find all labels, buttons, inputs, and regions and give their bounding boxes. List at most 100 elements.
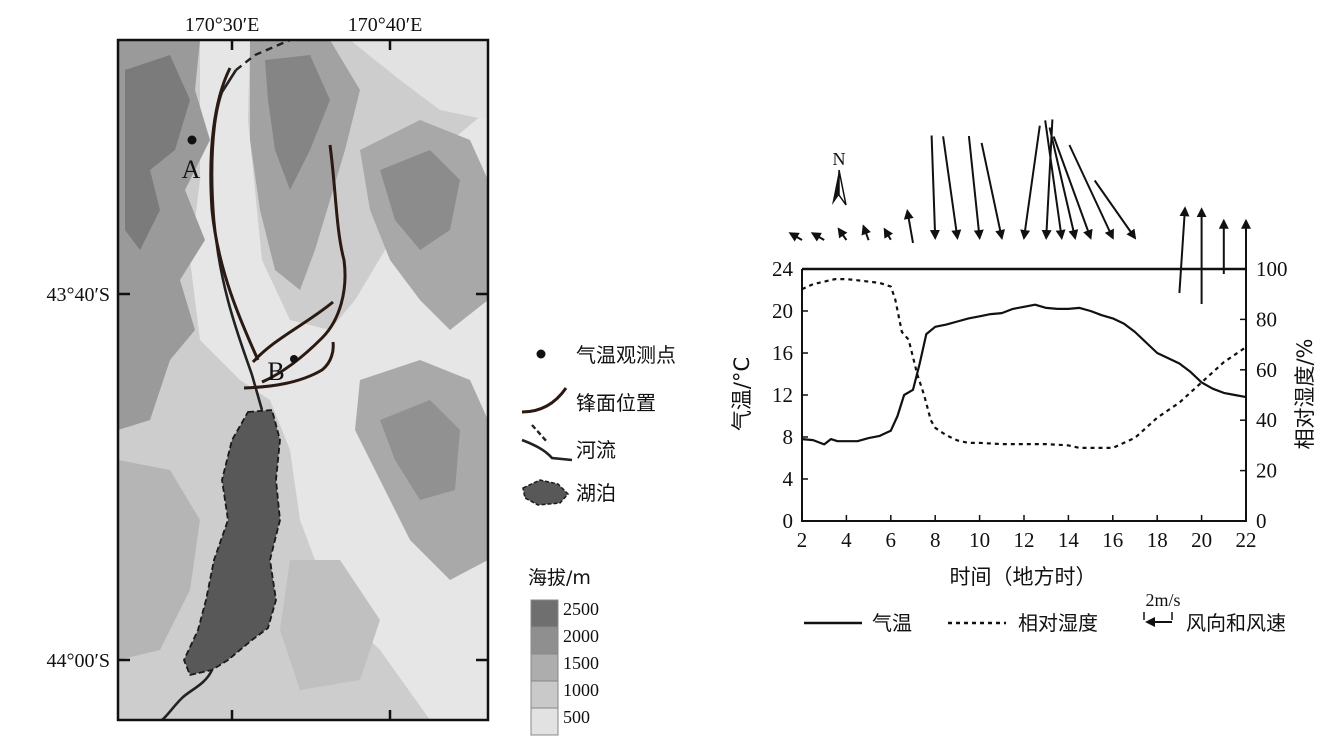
wind-arrow-icon	[1093, 179, 1137, 240]
y-right-tick-label: 100	[1256, 257, 1288, 281]
terrain-map: 170°30′E 170°40′E 43°40′S 44°00′S A B	[47, 14, 490, 722]
lat-label-2: 44°00′S	[47, 650, 111, 672]
elevation-swatch-2500	[530, 599, 559, 628]
wind-arrow-icon	[861, 224, 871, 241]
y-right-tick-label: 80	[1256, 307, 1277, 331]
elevation-swatch-500	[530, 707, 559, 736]
y-left-tick-label: 20	[772, 299, 793, 323]
mountain-west-dark	[125, 55, 190, 250]
temperature-line	[801, 303, 1247, 446]
wind-arrow-icon	[1048, 127, 1079, 240]
mountain-southwest	[118, 460, 200, 660]
legend-lake-icon	[522, 479, 570, 506]
wind-scale-bracket	[1143, 612, 1173, 620]
x-tick-label: 6	[886, 528, 897, 552]
river-outlet	[161, 669, 214, 720]
y-left-tick-label: 0	[783, 509, 794, 533]
wind-arrow-icon	[929, 135, 940, 240]
river-north-dashed	[235, 40, 291, 71]
station-b-label: B	[267, 357, 284, 386]
chart-axes: 2 4 6 8 10 12 14 16 18 20 220481216202402040608010…	[772, 257, 1288, 552]
lat-label-1: 43°40′S	[47, 284, 111, 306]
front-arc-upper	[251, 300, 334, 364]
wind-arrow-icon	[1178, 206, 1190, 294]
wind-arrow-icon	[1020, 125, 1041, 240]
y-left-tick-label: 24	[772, 257, 794, 281]
climate-chart: 2 4 6 8 10 12 14 16 18 20 220481216202402040608010…	[730, 119, 1317, 635]
station-b-dot	[290, 355, 298, 363]
x-tick-label: 14	[1058, 528, 1080, 552]
elevation-swatch-1500	[530, 653, 559, 682]
x-tick-label: 8	[930, 528, 941, 552]
mountain-southeast-dark	[380, 400, 460, 500]
mountain-central-dark	[265, 55, 330, 190]
map-frame	[116, 38, 490, 722]
y-right-tick-label: 0	[1256, 509, 1267, 533]
legend-humidity-label: 相对湿度	[1018, 611, 1098, 635]
front-west-line	[209, 67, 260, 361]
y-left-tick-label: 4	[783, 467, 794, 491]
legend-river-dashed-icon	[531, 424, 549, 444]
legend-station-label: 气温观测点	[576, 343, 676, 367]
legend-wind-label: 风向和风速	[1186, 611, 1286, 635]
map-legend: 气温观测点 锋面位置 河流 湖泊 海拔/m 2500 2000 1500 1000 50…	[521, 343, 676, 736]
wind-barbs	[788, 119, 1251, 304]
x-tick-label: 4	[841, 528, 852, 552]
x-tick-label: 10	[969, 528, 990, 552]
lake	[183, 409, 281, 677]
x-tick-label: 2	[797, 528, 808, 552]
wind-arrow-icon	[837, 227, 848, 241]
wind-arrow-icon	[788, 232, 803, 242]
y-right-tick-label: 40	[1256, 408, 1277, 432]
elevation-scale: 2500 2000 1500 1000 500	[530, 599, 599, 736]
valley-floor-east	[350, 40, 488, 120]
x-tick-label: 18	[1147, 528, 1168, 552]
elevation-label-2500: 2500	[563, 599, 599, 619]
elevation-swatch-1000	[530, 680, 559, 709]
north-arrow-icon	[832, 169, 847, 206]
station-a-label: A	[182, 155, 201, 184]
x-tick-label: 20	[1191, 528, 1212, 552]
lon-label-2: 170°40′E	[348, 14, 423, 36]
humidity-line	[801, 278, 1247, 449]
chart-series	[801, 278, 1247, 449]
x-tick-label: 16	[1102, 528, 1123, 552]
y-right-tick-label: 60	[1256, 358, 1277, 382]
y-left-tick-label: 16	[772, 341, 793, 365]
north-label: N	[833, 149, 846, 169]
lon-label-1: 170°30′E	[185, 14, 260, 36]
y-right-tick-label: 20	[1256, 459, 1277, 483]
legend-front-icon	[521, 387, 568, 414]
front-arc-lower	[243, 341, 335, 390]
legend-river-icon	[521, 438, 573, 462]
wind-scale-label: 2m/s	[1145, 590, 1180, 610]
legend-station-icon	[536, 349, 546, 359]
y-axis-right-title: 相对湿度/%	[1293, 338, 1317, 449]
y-left-tick-label: 12	[772, 383, 793, 407]
y-axis-left-title: 气温/°C	[730, 357, 754, 431]
x-axis-title: 时间（地方时）	[950, 565, 1097, 589]
hill-south	[280, 560, 380, 690]
front-east-line	[261, 144, 347, 384]
wind-arrow-icon	[810, 232, 825, 242]
x-tick-label: 22	[1236, 528, 1257, 552]
elevation-label-2000: 2000	[563, 626, 599, 646]
legend-river-label: 河流	[576, 438, 616, 462]
wind-arrow-icon	[883, 227, 894, 241]
wind-arrow-icon	[967, 135, 984, 240]
legend-front-label: 锋面位置	[576, 391, 656, 415]
x-tick-label: 12	[1014, 528, 1035, 552]
wind-arrow-icon	[980, 142, 1006, 240]
wind-arrow-icon	[942, 136, 962, 240]
chart-legend: 气温 相对湿度 2m/s 风向和风速	[804, 590, 1286, 635]
map-tick-marks	[118, 40, 488, 720]
wind-arrow-icon	[903, 209, 914, 244]
mountain-east-dark	[380, 150, 460, 250]
station-a-dot	[187, 135, 197, 145]
elevation-label-1500: 1500	[563, 653, 599, 673]
wind-arrow-icon	[1052, 136, 1093, 240]
legend-temperature-label: 气温	[872, 611, 912, 635]
wind-arrow-icon	[1044, 120, 1066, 240]
legend-elevation-title: 海拔/m	[528, 567, 591, 589]
